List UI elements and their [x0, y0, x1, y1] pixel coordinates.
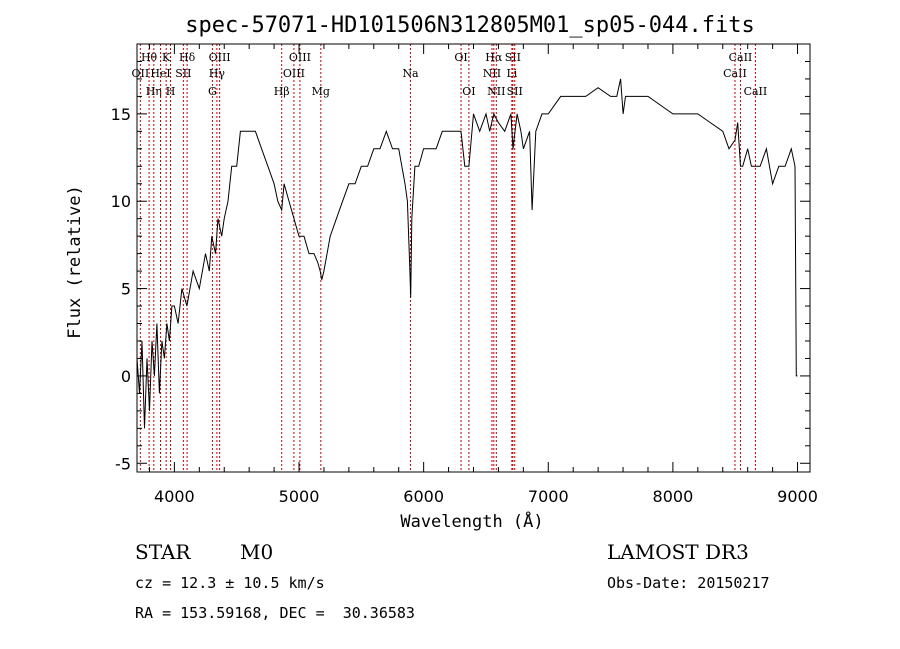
spectral-line-label: K — [162, 51, 171, 64]
spectral-line-label: Hθ — [141, 51, 158, 64]
spectral-line-label: OII — [132, 67, 150, 80]
spectral-line-label: Hα — [485, 51, 503, 64]
spectral-line-label: Li — [506, 67, 517, 80]
survey-name: LAMOST DR3 — [607, 540, 749, 564]
spectral-line-label: Na — [402, 67, 419, 80]
x-tick-label: 8000 — [653, 487, 694, 506]
coordinates: RA = 153.59168, DEC = 30.36583 — [135, 604, 415, 622]
y-tick-label: 5 — [121, 280, 131, 299]
spectral-line-label: Hβ — [274, 85, 290, 98]
x-tick-label: 6000 — [403, 487, 444, 506]
spectral-line-label: OI — [462, 85, 475, 98]
y-tick-label: 10 — [111, 192, 131, 211]
x-tick-label: 4000 — [154, 487, 195, 506]
spectral-line-label: OI — [454, 51, 467, 64]
spectral-line-label: SII — [175, 67, 191, 80]
redshift-velocity: cz = 12.3 ± 10.5 km/s — [135, 574, 325, 592]
object-class: STAR — [135, 540, 191, 564]
y-axis-label: Flux (relative) — [65, 185, 85, 339]
spectral-line-label: OIII — [209, 51, 231, 64]
observation-date: Obs-Date: 20150217 — [607, 574, 770, 592]
spectral-line-label: OIII — [289, 51, 311, 64]
x-tick-label: 7000 — [528, 487, 569, 506]
flux-line — [136, 78, 798, 429]
spectral-line-label: CaII — [729, 51, 753, 64]
spectral-line-label: Hη — [146, 85, 162, 98]
spectral-line-label: CaII — [744, 85, 768, 98]
y-tick-label: 0 — [121, 367, 131, 386]
spectral-line-label: HeI — [150, 67, 170, 80]
object-subclass: M0 — [240, 540, 274, 564]
x-tick-label: 5000 — [279, 487, 320, 506]
plot-frame — [136, 43, 811, 473]
y-tick-label: 15 — [111, 105, 131, 124]
spectral-line-label: OIII — [283, 67, 305, 80]
spectral-line-label: SII — [505, 51, 521, 64]
flux-series — [136, 78, 798, 429]
chart-title: spec-57071-HD101506N312805M01_sp05-044.f… — [185, 13, 755, 38]
spectral-line-label: Hδ — [179, 51, 196, 64]
x-axis-ticks: 4000 5000 6000 7000 8000 9000 — [148, 44, 818, 506]
x-axis-label: Wavelength (Å) — [400, 510, 543, 532]
spectral-line-label: NII — [487, 85, 505, 98]
spectral-line-label: H — [166, 85, 176, 98]
spectral-line-label: Mg — [312, 85, 330, 98]
spectral-line-label: CaII — [723, 67, 747, 80]
x-tick-label: 9000 — [777, 487, 818, 506]
spectral-line-label: SII — [507, 85, 523, 98]
spectral-line-label: G — [208, 85, 217, 98]
spectral-line-label: Hγ — [209, 67, 226, 80]
spectral-line-label: NII — [483, 67, 501, 80]
spectral-lines: OII Hθ Hη HeI K H SII Hδ G Hγ OIII Hβ OIII OIII Mg Na OI… — [132, 44, 768, 472]
y-axis-ticks: -5 0 5 10 15 — [111, 60, 810, 473]
y-tick-label: -5 — [115, 454, 131, 473]
